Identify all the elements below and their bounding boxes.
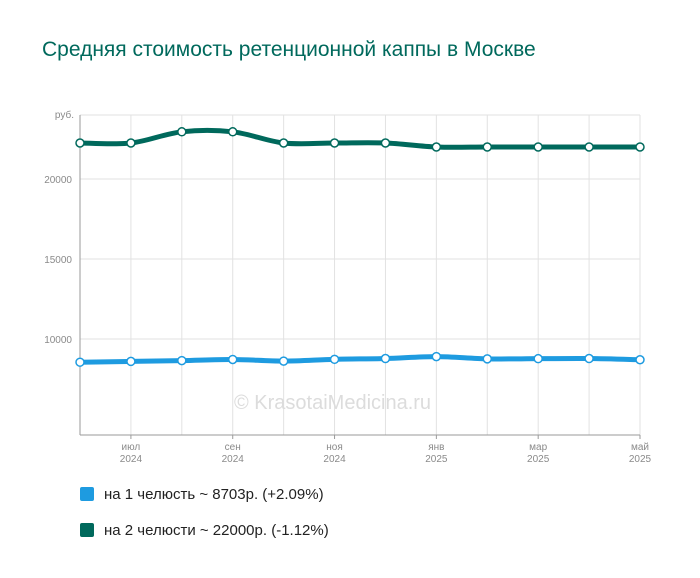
legend-item-series-2[interactable]: на 2 челюсти ~ 22000р. (-1.12%) <box>80 520 329 540</box>
x-tick-label-year: 2025 <box>629 454 652 465</box>
data-point-series-2 <box>533 142 543 152</box>
data-point-series-1 <box>177 355 187 366</box>
x-tick-label-month: ноя <box>326 442 343 453</box>
data-point-series-2 <box>278 138 289 148</box>
x-tick-label-month: сен <box>225 442 241 453</box>
data-point-series-1 <box>431 351 442 362</box>
legend-label-series-2: на 2 челюсти ~ 22000р. (-1.12%) <box>104 521 329 539</box>
x-tick-label-year: 2025 <box>425 454 448 465</box>
data-point-series-2 <box>329 138 340 148</box>
chart-title: Средняя стоимость ретенционной каппы в М… <box>42 38 536 61</box>
data-point-series-2 <box>635 142 645 152</box>
data-point-series-1 <box>584 353 594 364</box>
data-point-series-1 <box>482 354 493 364</box>
legend-swatch-series-1 <box>80 487 94 501</box>
data-point-series-2 <box>380 138 391 148</box>
x-tick-label-year: 2024 <box>323 454 346 465</box>
grid <box>79 114 641 435</box>
data-point-series-2 <box>431 142 442 152</box>
data-point-series-2 <box>584 142 594 152</box>
data-point-series-2 <box>75 138 85 148</box>
x-tick-label-month: май <box>631 442 649 453</box>
series-lines <box>77 127 643 365</box>
x-tick-label-year: 2024 <box>222 454 245 465</box>
data-point-series-1 <box>227 354 238 365</box>
x-tick-label-year: 2024 <box>120 454 143 465</box>
y-unit-label: руб. <box>55 109 74 121</box>
data-point-series-2 <box>482 142 493 152</box>
data-point-series-2 <box>126 138 136 148</box>
x-tick-label-month: мар <box>529 442 547 453</box>
data-point-series-1 <box>126 356 136 367</box>
x-tick-label-year: 2025 <box>527 454 550 465</box>
data-point-series-1 <box>635 355 645 365</box>
y-tick-label: 10000 <box>44 335 72 346</box>
legend-item-series-1[interactable]: на 1 челюсть ~ 8703р. (+2.09%) <box>80 484 329 504</box>
y-tick-label: 20000 <box>44 175 72 186</box>
y-tick-label: 15000 <box>44 255 72 266</box>
data-point-series-1 <box>329 354 340 365</box>
axes: 100001500020000руб.июл2024сен2024ноя2024… <box>44 109 651 465</box>
data-point-series-2 <box>227 127 238 137</box>
data-point-series-1 <box>278 356 289 366</box>
watermark: © KrasotaiMedicina.ru <box>234 392 432 414</box>
data-point-series-1 <box>75 357 85 367</box>
legend: на 1 челюсть ~ 8703р. (+2.09%) на 2 челю… <box>80 484 329 556</box>
legend-swatch-series-2 <box>80 523 94 537</box>
data-points <box>75 127 645 367</box>
data-point-series-1 <box>533 353 543 364</box>
series-line-1 <box>77 354 643 365</box>
x-tick-label-month: янв <box>428 442 444 453</box>
legend-label-series-1: на 1 челюсть ~ 8703р. (+2.09%) <box>104 485 324 503</box>
data-point-series-1 <box>380 353 391 364</box>
x-tick-label-month: июл <box>122 442 141 453</box>
series-line-2 <box>77 127 643 150</box>
data-point-series-2 <box>177 127 187 137</box>
